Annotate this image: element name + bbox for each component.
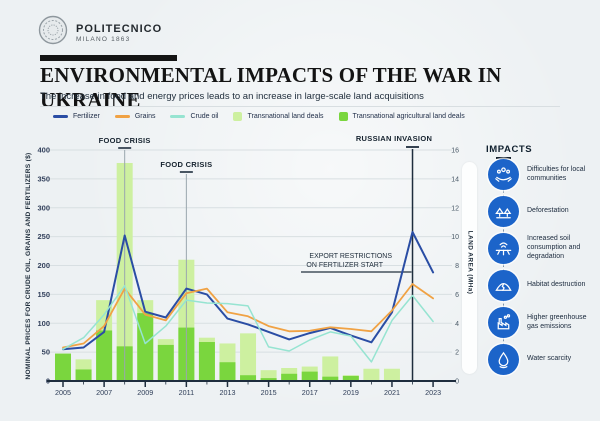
- svg-text:8: 8: [455, 263, 459, 270]
- svg-text:FOOD CRISIS: FOOD CRISIS: [99, 136, 151, 145]
- legend-item-crude-oil: Crude oil: [170, 113, 218, 120]
- land-area-axis-strip: LAND AREA (MHa): [462, 162, 477, 374]
- header-divider: [40, 106, 560, 107]
- svg-text:10: 10: [451, 234, 459, 241]
- svg-text:6: 6: [455, 292, 459, 299]
- svg-text:2: 2: [455, 350, 459, 357]
- svg-text:2019: 2019: [343, 388, 359, 397]
- svg-text:50: 50: [42, 348, 50, 357]
- impacts-list: Difficulties for local communities Defor…: [488, 159, 599, 375]
- water-scarcity-icon: [488, 344, 519, 375]
- svg-text:2021: 2021: [384, 388, 400, 397]
- greenhouse-gas-icon: [488, 307, 519, 338]
- impact-item-habitat: Habitat destruction: [488, 270, 599, 301]
- legend-item-fertilizer: Fertilizer: [53, 113, 100, 120]
- svg-text:0: 0: [455, 379, 459, 386]
- impact-label: Deforestation: [527, 207, 569, 215]
- politecnico-emblem-icon: [38, 15, 68, 50]
- impact-item-deforestation: Deforestation: [488, 196, 599, 227]
- legend-label: Crude oil: [190, 113, 219, 120]
- impact-item-water: Water scarcity: [488, 344, 599, 375]
- svg-text:2011: 2011: [179, 388, 194, 397]
- impact-label: Water scarcity: [527, 355, 572, 363]
- impacts-title: IMPACTS: [486, 144, 533, 155]
- grains-line-swatch-icon: [114, 115, 130, 118]
- svg-text:EXPORT RESTRICTIONS: EXPORT RESTRICTIONS: [309, 253, 392, 260]
- svg-text:2023: 2023: [425, 388, 441, 397]
- politecnico-logo: POLITECNICO MILANO 1863: [38, 15, 162, 50]
- right-axis-title: LAND AREA (MHa): [466, 230, 474, 295]
- svg-text:FOOD CRISIS: FOOD CRISIS: [160, 160, 212, 169]
- page-title: ENVIRONMENTAL IMPACTS OF THE WAR IN UKRA…: [40, 63, 502, 112]
- svg-text:16: 16: [451, 148, 459, 155]
- logo-subtitle: MILANO 1863: [76, 35, 131, 43]
- legend-item-grains: Grains: [114, 113, 156, 120]
- svg-text:350: 350: [37, 174, 50, 183]
- impact-label: Increased soil consumption and degradati…: [527, 235, 581, 260]
- impacts-top-dash: [496, 157, 511, 159]
- fertilizer-line-swatch-icon: [53, 115, 68, 118]
- svg-text:250: 250: [37, 232, 50, 241]
- chart-legend: Fertilizer Grains Crude oil Transnationa…: [53, 112, 465, 121]
- legend-item-land-deals: Transnational land deals: [233, 112, 324, 121]
- land-deals-swatch-icon: [233, 112, 243, 121]
- impact-item-soil: Increased soil consumption and degradati…: [488, 233, 599, 264]
- svg-text:2017: 2017: [302, 388, 318, 397]
- legend-label: Transnational land deals: [247, 113, 324, 120]
- soil-degradation-icon: [488, 233, 519, 264]
- impact-item-communities: Difficulties for local communities: [488, 159, 599, 190]
- impact-label: Higher greenhouse gas emissions: [527, 313, 587, 330]
- agri-land-deals-swatch-icon: [338, 112, 348, 121]
- habitat-destruction-icon: [488, 270, 519, 301]
- svg-text:ON FERTILIZER START: ON FERTILIZER START: [306, 262, 383, 269]
- page-subtitle: The increase in food and energy prices l…: [40, 91, 424, 102]
- svg-text:2007: 2007: [96, 388, 112, 397]
- svg-text:12: 12: [451, 205, 459, 212]
- svg-text:400: 400: [37, 146, 50, 155]
- community-hands-icon: [488, 159, 519, 190]
- legend-label: Transnational agricultural land deals: [352, 113, 465, 120]
- crude-oil-line-swatch-icon: [170, 115, 186, 118]
- svg-text:2015: 2015: [261, 388, 277, 397]
- svg-text:2013: 2013: [219, 388, 235, 397]
- svg-text:4: 4: [455, 321, 459, 328]
- svg-text:300: 300: [37, 203, 50, 212]
- logo-title: POLITECNICO: [76, 22, 163, 35]
- svg-text:200: 200: [37, 261, 50, 270]
- impacts-connector-line: [503, 160, 504, 371]
- legend-item-agri-land-deals: Transnational agricultural land deals: [338, 112, 465, 121]
- svg-text:150: 150: [37, 290, 50, 299]
- impact-label: Difficulties for local communities: [527, 165, 586, 182]
- impact-item-emissions: Higher greenhouse gas emissions: [488, 307, 599, 338]
- svg-text:14: 14: [451, 176, 459, 183]
- svg-text:NOMINAL PRICES FOR CRUDE OIL,: NOMINAL PRICES FOR CRUDE OIL, GRAINS AND…: [25, 152, 32, 379]
- title-accent-bar: [40, 55, 177, 61]
- legend-label: Fertilizer: [73, 113, 100, 120]
- deforestation-icon: [488, 196, 519, 227]
- impact-label: Habitat destruction: [527, 281, 586, 289]
- legend-label: Grains: [134, 113, 156, 120]
- svg-text:RUSSIAN INVASION: RUSSIAN INVASION: [356, 134, 432, 143]
- svg-text:2009: 2009: [137, 388, 153, 397]
- svg-text:100: 100: [37, 319, 50, 328]
- svg-text:2005: 2005: [55, 388, 71, 397]
